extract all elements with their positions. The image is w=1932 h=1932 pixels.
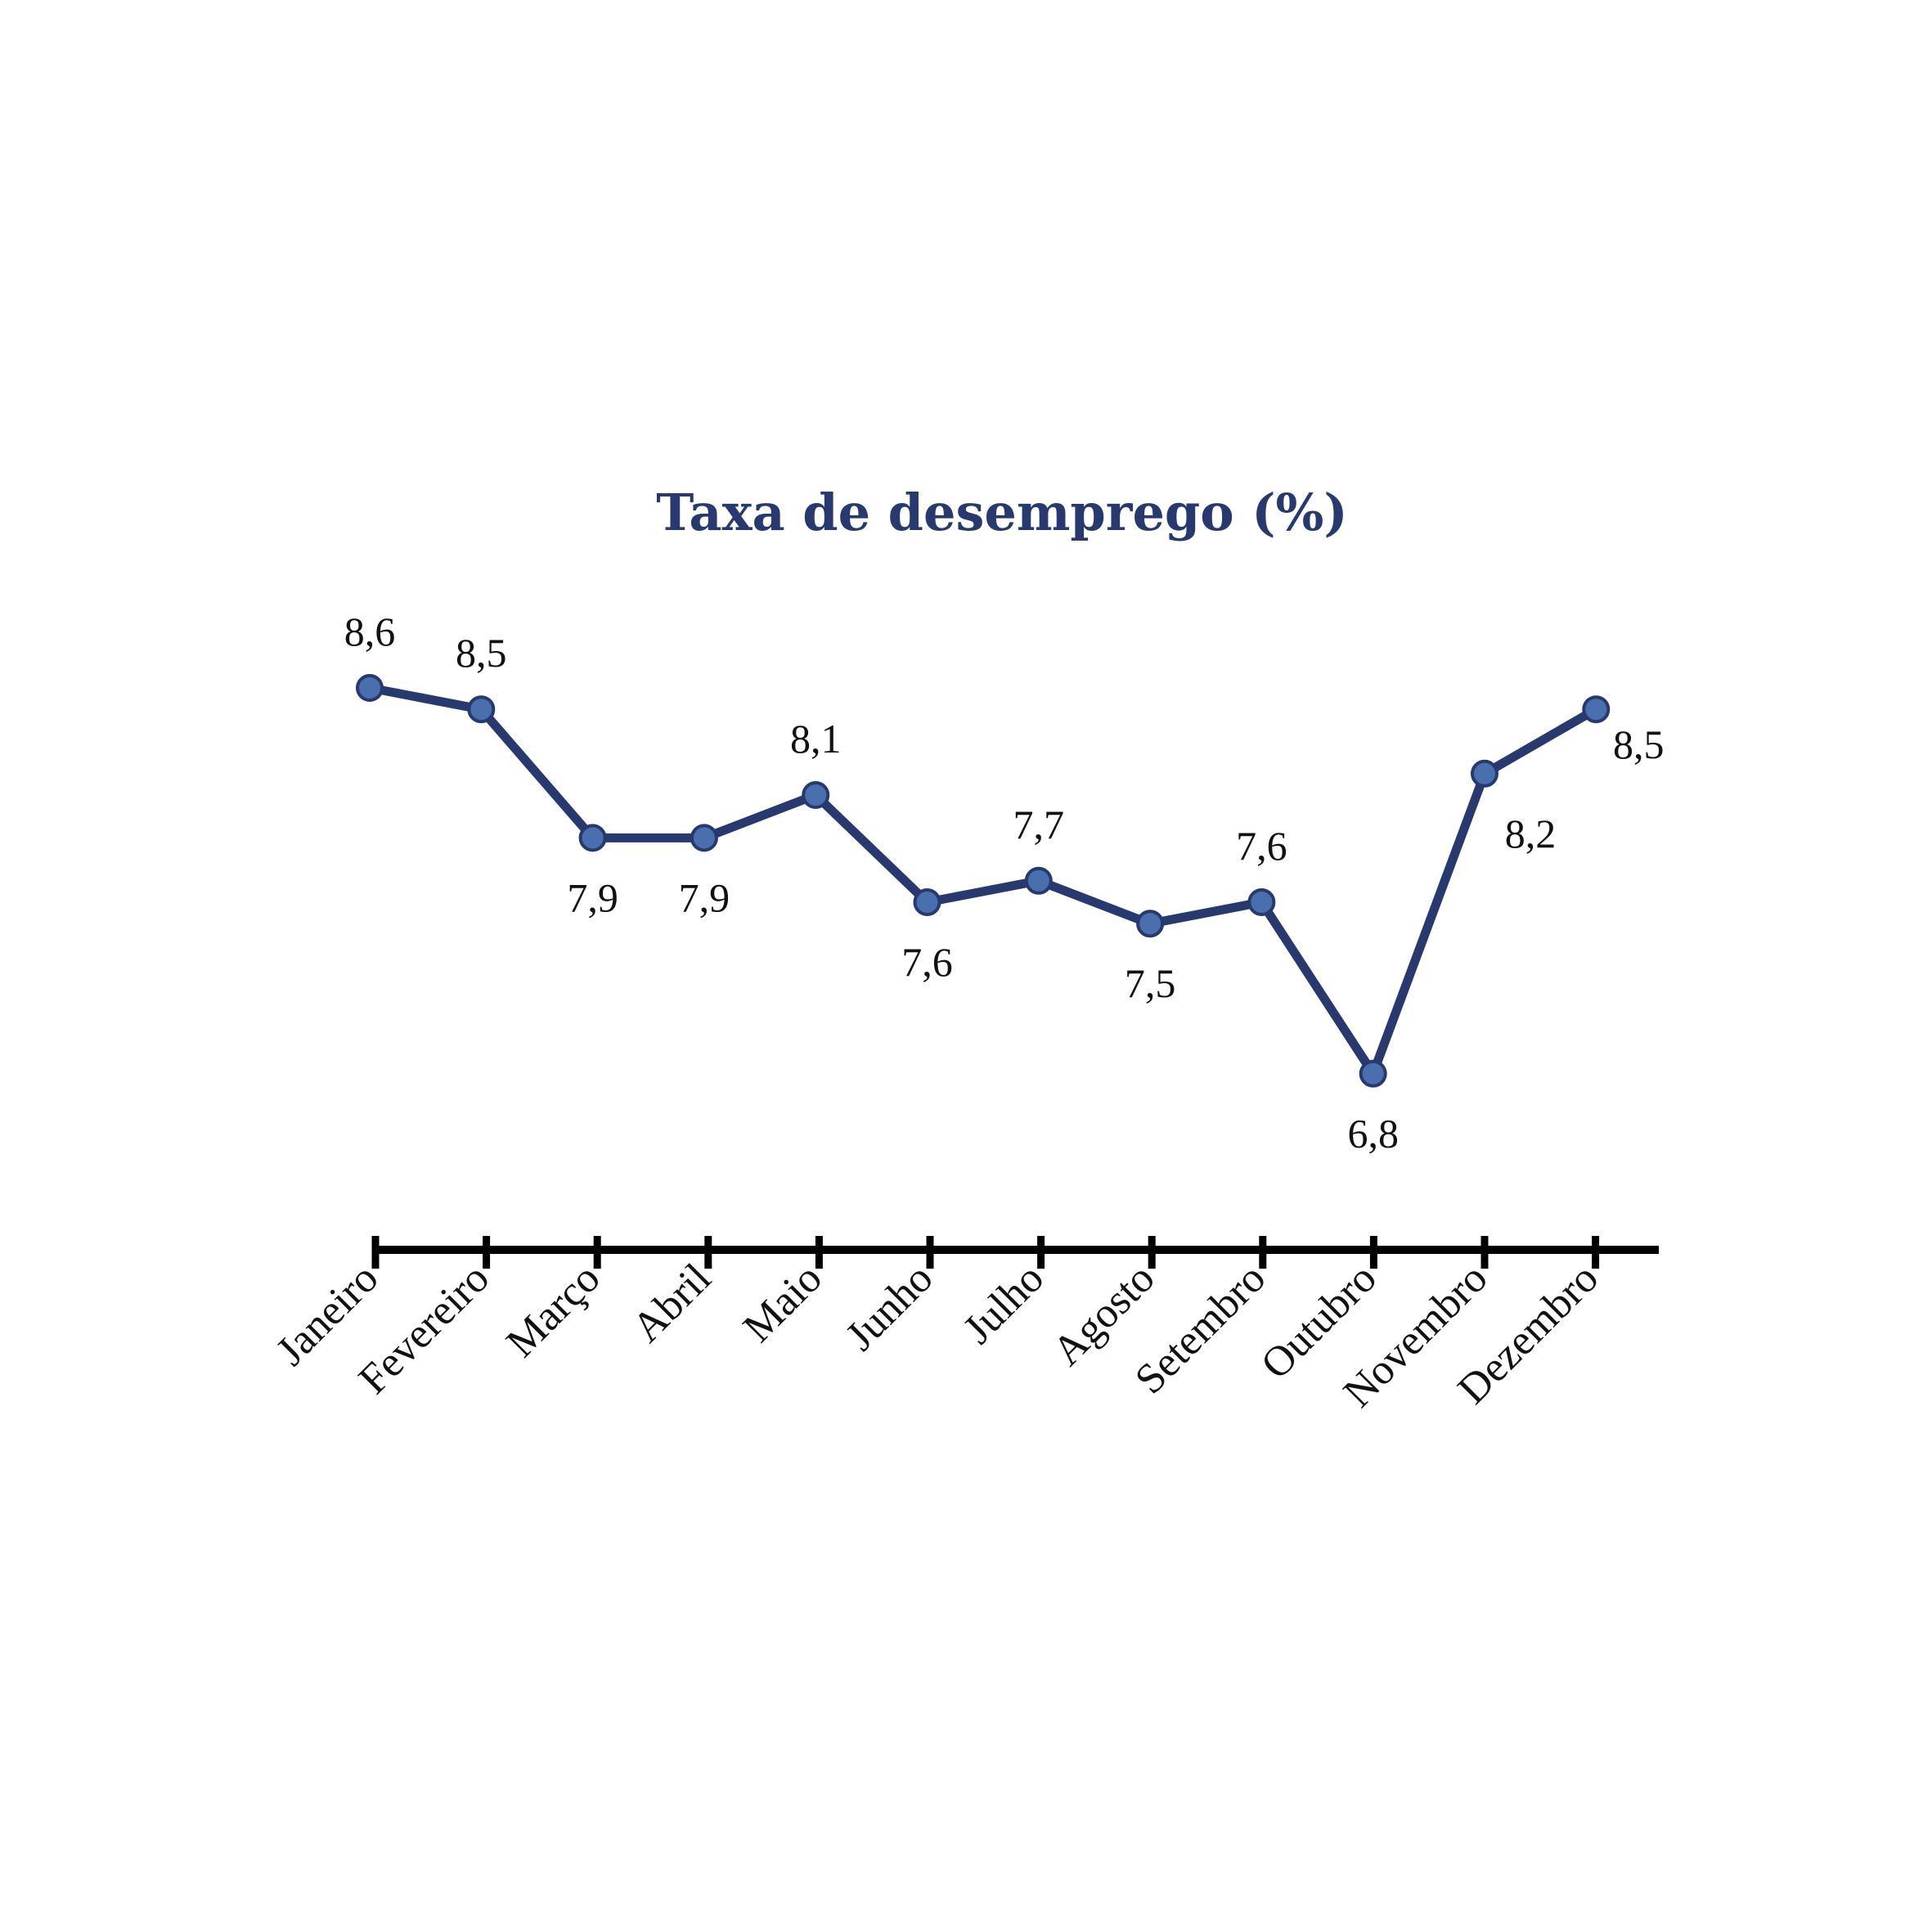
data-points-group: [356, 674, 1611, 1088]
data-point-10: [1359, 1059, 1387, 1088]
x-axis: [371, 1236, 1659, 1269]
data-point-1: [356, 674, 384, 702]
x-tick-label-5: Maio: [735, 1255, 831, 1351]
data-label-3: 7,9: [567, 874, 618, 920]
data-label-6: 7,6: [901, 939, 953, 985]
data-label-8: 7,5: [1125, 960, 1176, 1006]
data-point-5: [802, 781, 830, 809]
data-label-5: 8,1: [790, 716, 842, 762]
data-point-2: [467, 695, 496, 724]
data-point-8: [1136, 910, 1165, 938]
series-line-group: [365, 683, 1601, 1079]
x-tick-label-3: Março: [497, 1255, 609, 1366]
data-point-4: [690, 824, 718, 852]
data-label-10: 6,8: [1347, 1111, 1399, 1157]
x-tick-label-4: Abril: [623, 1255, 720, 1351]
data-point-3: [578, 824, 607, 852]
data-label-9: 7,6: [1236, 823, 1287, 869]
data-labels-group: 8,6 8,5 7,9 7,9 8,1 7,6 7,7 7,5 7,6 6,8 8,2 8,5: [344, 609, 1665, 1157]
series-line: [365, 683, 1601, 1079]
data-point-12: [1582, 695, 1611, 724]
data-point-6: [913, 888, 941, 916]
data-point-11: [1471, 759, 1498, 788]
x-tick-label-7: Julho: [955, 1255, 1053, 1353]
data-label-4: 7,9: [679, 874, 730, 920]
x-tick-label-6: Junho: [837, 1255, 941, 1359]
data-label-1: 8,6: [344, 609, 396, 654]
data-label-12: 8,5: [1613, 721, 1665, 767]
data-label-7: 7,7: [1013, 802, 1065, 847]
chart-title: Taxa de desemprego (%): [656, 483, 1348, 542]
data-label-2: 8,5: [456, 630, 507, 676]
data-label-11: 8,2: [1505, 811, 1557, 856]
data-point-7: [1024, 866, 1053, 895]
data-point-9: [1247, 888, 1276, 916]
